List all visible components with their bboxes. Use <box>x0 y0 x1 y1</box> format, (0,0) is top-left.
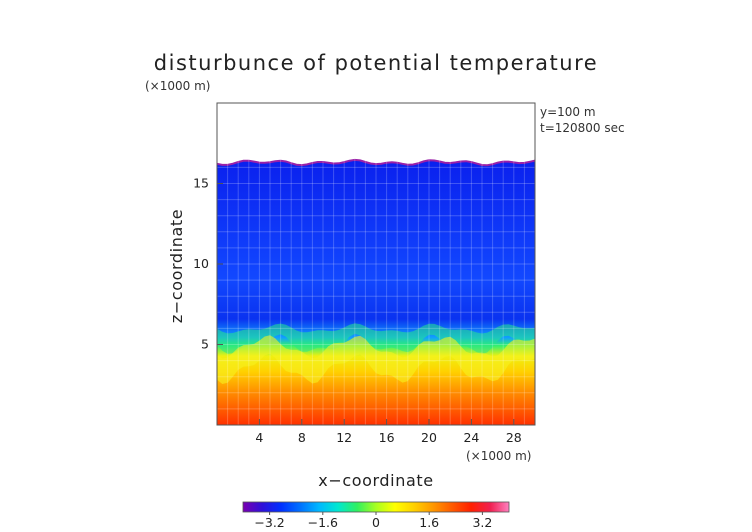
chart-title: disturbunce of potential temperature <box>154 51 598 75</box>
x-tick-label: 8 <box>298 430 306 445</box>
y-axis-ticks: 5 10 15 <box>193 176 223 352</box>
colorbar-tick-label: 3.2 <box>472 515 492 530</box>
field-top-edge <box>217 158 535 167</box>
colorbar <box>242 501 510 513</box>
grid-lines <box>217 103 535 425</box>
colorbar-tick-label: −1.6 <box>308 515 338 530</box>
y-axis-label: z−coordinate <box>167 209 186 323</box>
y-unit-label: (×1000 m) <box>145 79 210 93</box>
colorbar-tick-label: 1.6 <box>419 515 439 530</box>
colorbar-tick-label: −3.2 <box>254 515 284 530</box>
temperature-field <box>217 103 535 425</box>
y-tick-label: 15 <box>193 176 209 191</box>
x-axis-label: x−coordinate <box>318 471 433 490</box>
x-unit-label: (×1000 m) <box>466 449 531 463</box>
x-axis-ticks: 4 8 12 16 20 24 28 <box>255 419 522 445</box>
colorbar-ticks: −3.2 −1.6 0 1.6 3.2 <box>254 512 492 530</box>
x-tick-label: 24 <box>463 430 479 445</box>
x-tick-label: 4 <box>255 430 263 445</box>
colorbar-tick-label: 0 <box>372 515 380 530</box>
y-tick-label: 5 <box>201 337 209 352</box>
x-tick-label: 28 <box>506 430 522 445</box>
x-tick-label: 12 <box>336 430 352 445</box>
x-tick-label: 16 <box>379 430 395 445</box>
warm-band <box>217 335 535 384</box>
x-tick-label: 20 <box>421 430 437 445</box>
annotation-time: t=120800 sec <box>540 121 625 135</box>
y-tick-label: 10 <box>193 256 209 271</box>
annotation-y: y=100 m <box>540 105 596 119</box>
